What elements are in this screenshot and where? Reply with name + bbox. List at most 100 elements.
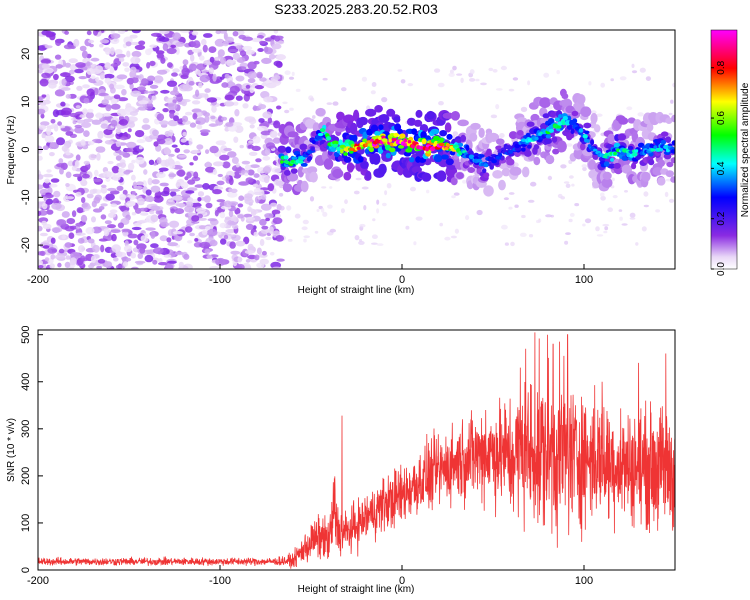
noise-speckle (116, 74, 128, 80)
noise-speckle (527, 199, 535, 203)
noise-speckle (64, 261, 71, 268)
noise-speckle (258, 118, 265, 123)
ridge-blob (506, 158, 515, 166)
noise-speckle (41, 133, 46, 139)
noise-speckle (50, 237, 56, 244)
noise-speckle (171, 72, 178, 77)
spectrogram-x-tick-label: 0 (399, 274, 405, 286)
ridge-blob (648, 159, 655, 166)
ridge-blob (548, 128, 555, 133)
noise-speckle (64, 62, 72, 68)
noise-speckle (261, 225, 269, 230)
noise-speckle (102, 170, 112, 178)
ridge-blob (478, 127, 485, 138)
noise-speckle (236, 30, 245, 35)
ridge-blob (670, 149, 675, 154)
ridge-blob (431, 145, 436, 150)
noise-speckle (199, 241, 211, 249)
noise-speckle (405, 225, 410, 230)
noise-speckle (143, 169, 148, 175)
noise-speckle (160, 190, 170, 197)
noise-speckle (259, 218, 267, 226)
noise-speckle (226, 59, 237, 64)
noise-speckle (234, 125, 244, 133)
noise-speckle (303, 235, 311, 239)
noise-speckle (212, 189, 223, 195)
ridge-blob (406, 117, 416, 126)
ridge-blob (631, 162, 637, 170)
noise-speckle (105, 261, 113, 269)
noise-speckle (264, 46, 269, 53)
noise-speckle (215, 30, 222, 35)
ridge-blob (580, 106, 592, 117)
noise-speckle (60, 72, 71, 78)
noise-speckle (204, 88, 211, 93)
colorbar-tick-label: 0.0 (716, 262, 727, 276)
noise-speckle (100, 123, 109, 129)
ridge-blob (283, 169, 291, 176)
noise-speckle (275, 235, 285, 242)
noise-speckle (221, 82, 229, 88)
ridge-blob (418, 157, 427, 163)
noise-speckle (184, 226, 193, 233)
ridge-blob (393, 116, 401, 123)
noise-speckle (184, 205, 195, 213)
noise-speckle (245, 259, 251, 263)
ridge-blob (457, 142, 464, 147)
noise-speckle (124, 240, 129, 247)
ridge-blob (438, 142, 445, 147)
snr-panel: -200 -100 0 100 500 400 300 200 100 0 Height of … (6, 326, 676, 595)
noise-speckle (144, 196, 155, 203)
noise-speckle (569, 175, 574, 179)
noise-speckle (376, 208, 380, 214)
noise-speckle (126, 257, 132, 262)
noise-speckle (276, 258, 285, 262)
ridge-blob (388, 138, 393, 143)
noise-speckle (155, 209, 163, 215)
noise-speckle (148, 159, 155, 165)
noise-speckle (107, 187, 117, 192)
noise-speckle (171, 144, 178, 148)
noise-speckle (248, 151, 258, 156)
noise-speckle (163, 147, 170, 155)
noise-speckle (172, 32, 182, 41)
noise-speckle (169, 90, 180, 96)
noise-speckle (603, 230, 608, 234)
noise-speckle (255, 158, 262, 163)
ridge-blob (280, 160, 284, 164)
noise-speckle (222, 161, 231, 169)
noise-speckle (527, 80, 531, 86)
noise-speckle (655, 209, 660, 213)
noise-speckle (201, 38, 207, 46)
noise-speckle (97, 130, 104, 139)
noise-speckle (232, 101, 239, 106)
noise-speckle (65, 196, 75, 200)
ridge-blob (433, 154, 443, 163)
noise-speckle (563, 181, 570, 184)
noise-speckle (68, 69, 75, 75)
noise-speckle (130, 252, 137, 259)
noise-speckle (450, 235, 457, 239)
ridge-blob (365, 170, 372, 181)
noise-speckle (64, 30, 69, 35)
ridge-blob (366, 128, 373, 136)
ridge-blob (641, 171, 651, 182)
noise-speckle (284, 70, 291, 75)
noise-speckle (83, 118, 94, 123)
ridge-blob (421, 138, 427, 145)
ridge-blob (378, 136, 382, 140)
noise-speckle (65, 94, 72, 99)
noise-speckle (83, 160, 91, 165)
noise-speckle (111, 244, 121, 253)
ridge-blob (566, 115, 572, 122)
ridge-blob (506, 145, 512, 150)
noise-speckle (637, 112, 644, 117)
noise-speckle (172, 68, 180, 73)
noise-speckle (261, 57, 272, 64)
noise-speckle (74, 127, 85, 134)
noise-speckle (81, 50, 88, 59)
noise-speckle (192, 155, 199, 161)
noise-speckle (209, 123, 217, 127)
ridge-blob (343, 156, 352, 163)
colorbar-tick-label: 0.4 (716, 161, 727, 175)
